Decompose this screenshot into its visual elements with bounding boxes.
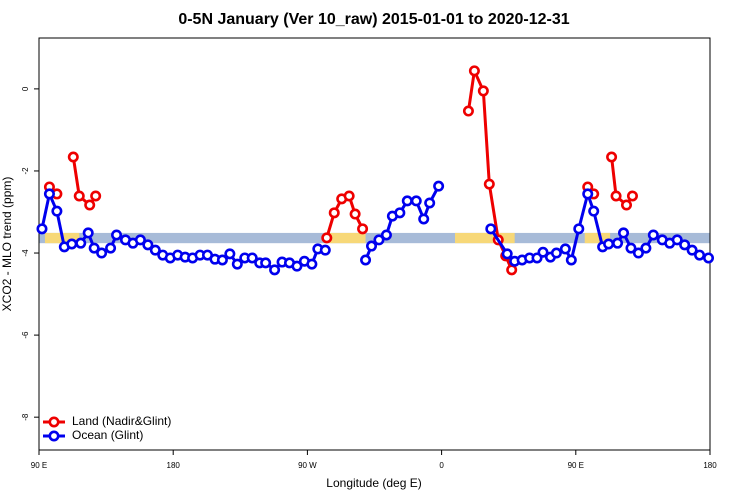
legend-marker: [48, 416, 60, 428]
data-point: [67, 151, 79, 163]
data-point: [82, 227, 94, 239]
data-point: [537, 246, 549, 258]
data-point: [582, 188, 594, 200]
data-point: [477, 85, 489, 97]
y-tick-label: -4: [21, 249, 30, 257]
data-point: [142, 239, 154, 251]
chart-title: 0-5N January (Ver 10_raw) 2015-01-01 to …: [178, 11, 569, 28]
data-point: [603, 238, 615, 250]
data-point: [224, 248, 236, 260]
data-point: [134, 234, 146, 246]
data-point: [90, 190, 102, 202]
data-point: [260, 257, 272, 269]
data-point: [380, 229, 392, 241]
x-tick-label: 180: [703, 461, 717, 470]
data-point: [111, 229, 123, 241]
data-point: [328, 207, 340, 219]
data-point: [468, 65, 480, 77]
data-point: [306, 258, 318, 270]
data-point: [321, 232, 333, 244]
data-point: [216, 254, 228, 266]
data-point: [96, 247, 108, 259]
data-point: [573, 223, 585, 235]
data-point: [357, 223, 369, 235]
data-point: [36, 223, 48, 235]
data-point: [433, 180, 445, 192]
data-point: [105, 242, 117, 254]
data-point: [43, 188, 55, 200]
band-highlight: [455, 232, 515, 244]
data-point: [73, 190, 85, 202]
x-axis-label: Longitude (deg E): [326, 476, 421, 490]
data-point: [612, 237, 624, 249]
data-point: [485, 223, 497, 235]
data-point: [694, 249, 706, 261]
y-tick-label: -6: [21, 331, 30, 339]
data-point: [84, 199, 96, 211]
band-highlight: [329, 232, 366, 244]
plot-frame: [38, 37, 711, 451]
data-point: [620, 199, 632, 211]
data-point: [424, 197, 436, 209]
data-point: [671, 234, 683, 246]
data-point: [149, 244, 161, 256]
band-highlight: [584, 232, 611, 244]
data-point: [291, 260, 303, 272]
y-axis-label: XCO2 - MLO trend (ppm): [0, 177, 14, 312]
data-point: [686, 244, 698, 256]
data-point: [75, 237, 87, 249]
data-point: [394, 207, 406, 219]
x-tick-label: 90 W: [298, 461, 317, 470]
data-point: [606, 151, 618, 163]
data-point: [647, 229, 659, 241]
x-tick-label: 90 E: [31, 461, 47, 470]
x-tick-label: 90 E: [568, 461, 584, 470]
data-point: [401, 195, 413, 207]
data-point: [51, 205, 63, 217]
data-point: [483, 178, 495, 190]
series-line: [40, 185, 709, 272]
data-point: [565, 254, 577, 266]
data-point: [610, 190, 622, 202]
data-point: [703, 252, 715, 264]
data-point: [366, 240, 378, 252]
data-point: [66, 238, 78, 250]
y-tick-label: -2: [21, 167, 30, 175]
data-point: [246, 252, 258, 264]
data-point: [626, 190, 638, 202]
data-point: [501, 248, 513, 260]
data-point: [360, 254, 372, 266]
legend-marker: [48, 430, 60, 442]
data-point: [373, 234, 385, 246]
data-point: [343, 190, 355, 202]
x-tick-label: 0: [439, 461, 444, 470]
data-point: [640, 242, 652, 254]
data-point: [418, 213, 430, 225]
data-point: [559, 243, 571, 255]
data-point: [588, 205, 600, 217]
data-point: [269, 264, 281, 276]
data-point: [618, 227, 630, 239]
data-point: [88, 242, 100, 254]
data-point: [319, 244, 331, 256]
data-point: [506, 264, 518, 276]
data-point: [410, 195, 422, 207]
data-point: [679, 239, 691, 251]
legend-label: Land (Nadir&Glint): [72, 414, 171, 428]
data-point: [349, 208, 361, 220]
data-point: [231, 258, 243, 270]
data-point: [625, 242, 637, 254]
x-tick-label: 180: [167, 461, 181, 470]
data-point: [632, 247, 644, 259]
legend-label: Ocean (Glint): [72, 428, 143, 442]
data-point: [550, 247, 562, 259]
y-tick-label: -8: [21, 413, 30, 421]
data-point: [462, 105, 474, 117]
y-tick-label: 0: [21, 86, 30, 91]
